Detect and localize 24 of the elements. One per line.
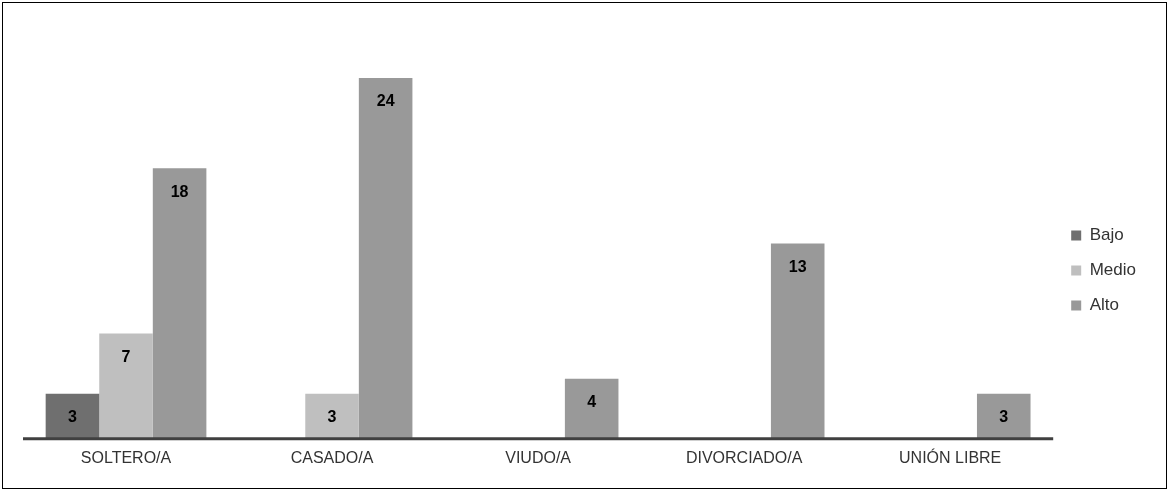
bar (564, 378, 619, 439)
x-tick-label: UNIÓN LIBRE (899, 447, 1002, 466)
x-tick-label: CASADO/A (290, 448, 374, 466)
bar (152, 168, 207, 439)
x-tick-label: DIVORCIADO/A (685, 448, 803, 466)
bar (305, 393, 359, 439)
bar (45, 393, 100, 439)
legend-label: Bajo (1089, 225, 1124, 245)
bar (358, 78, 413, 439)
data-label: 3 (68, 408, 77, 426)
bar (770, 243, 825, 439)
legend-label: Medio (1089, 260, 1137, 280)
x-tick-label: VIUDO/A (505, 448, 572, 466)
legend-label: Alto (1089, 295, 1119, 315)
bar (99, 333, 153, 439)
data-label: 3 (999, 408, 1009, 426)
data-label: 24 (376, 92, 395, 110)
data-label: 7 (121, 347, 131, 365)
data-label: 13 (788, 257, 807, 275)
x-tick-label: SOLTERO/A (80, 448, 172, 466)
data-label: 18 (170, 182, 189, 200)
data-label: 4 (587, 393, 597, 411)
bar (976, 393, 1031, 439)
data-label: 3 (327, 408, 337, 426)
